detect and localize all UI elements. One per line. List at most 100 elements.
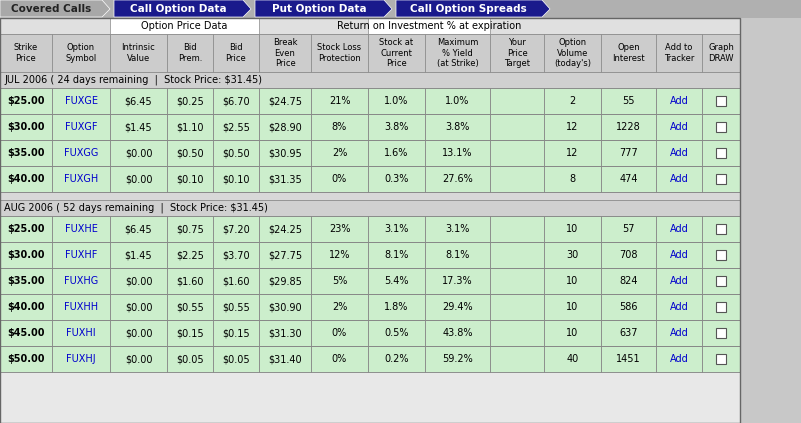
Text: Call Option Data: Call Option Data <box>130 4 227 14</box>
Text: FUXHF: FUXHF <box>65 250 97 260</box>
Bar <box>0 216 52 242</box>
Text: $30.00: $30.00 <box>7 250 45 260</box>
Bar <box>52 294 110 320</box>
Text: 8%: 8% <box>332 122 347 132</box>
Bar <box>52 114 110 140</box>
Text: Return on Investment % at expiration: Return on Investment % at expiration <box>336 21 521 31</box>
Bar <box>368 34 425 72</box>
Bar <box>702 34 740 72</box>
Bar <box>544 140 601 166</box>
Bar <box>0 242 740 268</box>
Bar <box>490 166 544 192</box>
Bar <box>311 216 368 242</box>
Bar <box>702 320 740 346</box>
Bar <box>0 192 740 200</box>
Text: Call Option Spreads: Call Option Spreads <box>410 4 527 14</box>
Bar <box>52 268 110 294</box>
Text: $40.00: $40.00 <box>7 174 45 184</box>
Text: FUXGE: FUXGE <box>65 96 98 106</box>
Bar <box>311 140 368 166</box>
Bar <box>716 148 726 158</box>
Text: Add: Add <box>670 148 688 158</box>
Bar <box>601 140 656 166</box>
Text: $7.20: $7.20 <box>222 224 250 234</box>
Text: $30.95: $30.95 <box>268 148 302 158</box>
Text: $27.75: $27.75 <box>268 250 302 260</box>
Text: 23%: 23% <box>328 224 350 234</box>
Bar <box>110 320 167 346</box>
Bar <box>110 216 167 242</box>
Text: 1451: 1451 <box>616 354 641 364</box>
Text: $24.25: $24.25 <box>268 224 302 234</box>
Text: Stock Loss
Protection: Stock Loss Protection <box>317 43 361 63</box>
Bar <box>716 302 726 312</box>
Bar <box>0 294 52 320</box>
Text: $0.75: $0.75 <box>176 224 204 234</box>
Bar <box>213 242 259 268</box>
Bar <box>0 294 740 320</box>
Bar <box>213 294 259 320</box>
Bar <box>425 140 490 166</box>
Bar <box>656 242 702 268</box>
Bar <box>213 140 259 166</box>
Text: 2: 2 <box>570 96 576 106</box>
Bar <box>52 216 110 242</box>
Text: 5%: 5% <box>332 276 347 286</box>
Bar <box>213 268 259 294</box>
Bar <box>702 346 740 372</box>
Bar <box>0 88 740 114</box>
Bar <box>601 88 656 114</box>
Bar <box>52 140 110 166</box>
Bar <box>656 268 702 294</box>
Bar <box>0 200 740 216</box>
Bar <box>490 346 544 372</box>
Bar <box>259 242 311 268</box>
Bar <box>0 0 801 18</box>
Text: FUXGG: FUXGG <box>64 148 99 158</box>
Bar <box>110 34 167 72</box>
Bar <box>213 34 259 72</box>
Bar <box>544 294 601 320</box>
Text: 824: 824 <box>619 276 638 286</box>
Bar <box>110 18 259 34</box>
Text: $1.60: $1.60 <box>222 276 250 286</box>
Text: FUXHG: FUXHG <box>64 276 99 286</box>
Text: 10: 10 <box>566 224 578 234</box>
Text: 5.4%: 5.4% <box>384 276 409 286</box>
Bar <box>656 294 702 320</box>
Bar <box>702 166 740 192</box>
Bar <box>656 114 702 140</box>
Bar <box>167 166 213 192</box>
Bar <box>259 34 311 72</box>
Text: Option Price Data: Option Price Data <box>141 21 227 31</box>
Bar <box>52 88 110 114</box>
Bar <box>544 34 601 72</box>
Text: Break
Even
Price: Break Even Price <box>273 38 297 68</box>
Text: 586: 586 <box>619 302 638 312</box>
Text: 0.5%: 0.5% <box>384 328 409 338</box>
Bar <box>167 294 213 320</box>
Bar <box>110 268 167 294</box>
Text: 40: 40 <box>566 354 578 364</box>
Bar <box>702 88 740 114</box>
Text: $0.00: $0.00 <box>125 328 152 338</box>
Bar <box>167 268 213 294</box>
Text: 2%: 2% <box>332 302 347 312</box>
Bar <box>702 114 740 140</box>
Text: $24.75: $24.75 <box>268 96 302 106</box>
Bar <box>601 114 656 140</box>
Bar <box>0 216 740 242</box>
Bar <box>110 88 167 114</box>
Text: $31.30: $31.30 <box>268 328 302 338</box>
Bar <box>544 346 601 372</box>
Text: $0.50: $0.50 <box>222 148 250 158</box>
Text: 1.8%: 1.8% <box>384 302 409 312</box>
Text: $0.15: $0.15 <box>222 328 250 338</box>
Bar <box>0 166 740 192</box>
Text: $3.70: $3.70 <box>222 250 250 260</box>
Text: 3.1%: 3.1% <box>445 224 469 234</box>
Bar <box>213 320 259 346</box>
Text: $0.00: $0.00 <box>125 148 152 158</box>
Bar <box>656 346 702 372</box>
Bar <box>368 346 425 372</box>
